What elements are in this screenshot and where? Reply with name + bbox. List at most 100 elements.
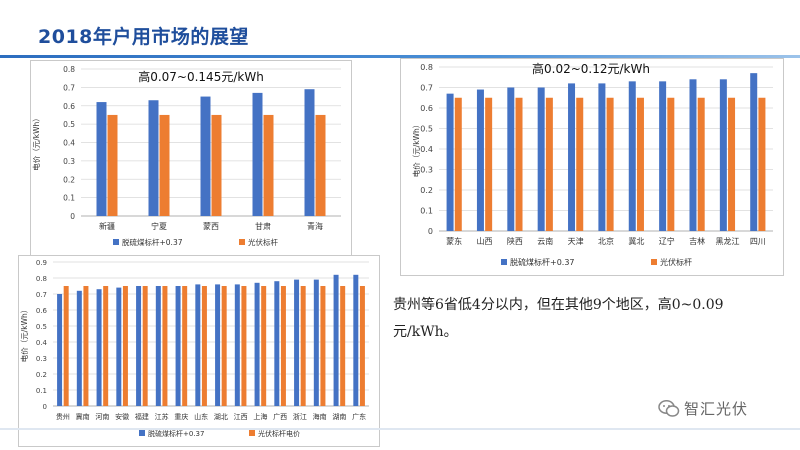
bar-pv-benchmark	[545, 97, 553, 231]
x-tick-label: 新疆	[99, 221, 115, 231]
footer-line	[0, 428, 800, 430]
x-tick-label: 湖南	[332, 412, 346, 421]
y-tick-label: 0.7	[36, 291, 47, 299]
title-underline	[0, 55, 800, 58]
y-tick-label: 0.2	[63, 175, 75, 184]
y-tick-label: 0.1	[36, 387, 47, 395]
x-tick-label: 广西	[273, 412, 287, 421]
bar-coal-benchmark	[507, 87, 515, 231]
bar-coal-benchmark	[537, 87, 545, 231]
y-tick-label: 0.5	[36, 323, 47, 331]
y-tick-label: 0.4	[36, 339, 48, 347]
bar-pv-benchmark	[606, 97, 614, 231]
bar-coal-benchmark	[234, 284, 240, 406]
chart-box-1: 0 0.1 0.2 0.3 0.4 0.5 0.6 0.7 0.8 电价（元/kWh） 新疆 宁夏 蒙西…	[30, 60, 352, 258]
x-tick-label: 湖北	[214, 412, 228, 421]
bar-pv-benchmark	[261, 286, 267, 406]
bar-pv-benchmark	[83, 286, 89, 406]
bar-coal-benchmark	[568, 83, 576, 232]
bar-pv-benchmark	[576, 97, 584, 231]
bar-coal-benchmark	[195, 284, 201, 406]
x-tick-label: 云南	[537, 236, 553, 246]
bar-pv-benchmark	[515, 97, 523, 231]
y-tick-label: 0.4	[420, 145, 433, 154]
bar-pv-benchmark	[315, 114, 326, 216]
bar-pv-benchmark	[122, 286, 128, 406]
y-tick-label: 0.7	[420, 84, 433, 93]
y-tick-label: 0	[43, 403, 47, 411]
bar-coal-benchmark	[254, 282, 260, 406]
y-tick-label: 0.2	[420, 186, 433, 195]
bar-pv-benchmark	[162, 286, 168, 406]
note-text: 贵州等6省低4分以内，但在其他9个地区，高0~0.09元/kWh。	[393, 297, 724, 340]
x-tick-label: 上海	[253, 412, 267, 421]
bar-coal-benchmark	[274, 281, 280, 406]
y-axis-label: 电价（元/kWh）	[411, 121, 421, 178]
x-tick-label: 河南	[95, 412, 109, 421]
bar-coal-benchmark	[719, 79, 727, 231]
x-tick-label: 江西	[234, 413, 248, 421]
x-tick-label: 浙江	[293, 412, 307, 421]
legend-label: 脱硫煤标杆+0.37	[122, 237, 183, 247]
header: 2018年户用市场的展望	[0, 0, 800, 60]
brand-name: 智汇光伏	[684, 400, 749, 418]
x-tick-label: 冀南	[76, 412, 90, 421]
bar-pv-benchmark	[142, 286, 148, 406]
legend-label: 光伏标杆电价	[258, 429, 300, 438]
bar-coal-benchmark	[215, 284, 221, 406]
x-tick-label: 北京	[598, 236, 614, 246]
y-tick-label: 0.3	[420, 166, 433, 175]
x-tick-label: 山东	[194, 412, 208, 421]
y-tick-label: 0.6	[63, 102, 75, 111]
bar-pv-benchmark	[340, 286, 346, 406]
y-tick-label: 0.8	[420, 63, 433, 72]
wechat-icon	[658, 400, 680, 417]
bar-coal-benchmark	[200, 96, 211, 216]
legend-swatch	[113, 239, 119, 245]
y-tick-label: 0.7	[63, 83, 75, 92]
brand-logo: 智汇光伏	[658, 397, 778, 421]
x-tick-label: 甘肃	[255, 221, 271, 231]
bar-coal-benchmark	[304, 89, 315, 216]
bar-pv-benchmark	[280, 286, 286, 406]
bar-pv-benchmark	[103, 286, 109, 406]
x-tick-label: 安徽	[115, 412, 129, 421]
legend-label: 光伏标杆	[248, 237, 278, 247]
x-tick-label: 冀北	[628, 236, 644, 246]
bar-coal-benchmark	[628, 81, 636, 231]
bar-coal-benchmark	[96, 102, 107, 216]
bar-pv-benchmark	[159, 114, 170, 216]
x-tick-label: 海南	[313, 412, 327, 421]
y-tick-label: 0.2	[36, 371, 47, 379]
y-tick-label: 0.5	[420, 125, 433, 134]
y-tick-label: 0	[428, 227, 433, 236]
bar-coal-benchmark	[353, 274, 359, 406]
bar-coal-benchmark	[252, 92, 263, 216]
legend-swatch	[139, 430, 145, 436]
bar-coal-benchmark	[333, 274, 339, 406]
bar-pv-benchmark	[667, 97, 675, 231]
y-tick-label: 0.1	[63, 194, 75, 203]
chart-annotation: 高0.02~0.12元/kWh	[532, 61, 650, 76]
bar-coal-benchmark	[148, 100, 159, 216]
y-tick-label: 0.3	[36, 355, 47, 363]
bar-coal-benchmark	[689, 79, 697, 231]
bar-coal-benchmark	[136, 286, 142, 406]
x-tick-label: 贵州	[56, 412, 70, 421]
x-tick-label: 吉林	[689, 236, 705, 246]
x-tick-label: 宁夏	[151, 221, 167, 231]
y-tick-label: 0.6	[420, 104, 433, 113]
bar-pv-benchmark	[697, 97, 705, 231]
bar-coal-benchmark	[294, 279, 300, 406]
bar-pv-benchmark	[485, 97, 493, 231]
bar-pv-benchmark	[63, 286, 69, 406]
chart-box-3: 0 0.1 0.2 0.3 0.4 0.5 0.6 0.7 0.8 0.9 电价（元/kWh） 贵州冀…	[18, 255, 380, 447]
y-tick-label: 0.3	[63, 157, 75, 166]
legend-label: 光伏标杆	[660, 257, 692, 267]
bar-coal-benchmark	[155, 286, 161, 406]
bar-coal-benchmark	[57, 294, 63, 406]
bar-pv-benchmark	[454, 97, 462, 231]
y-axis-label: 电价（元/kWh）	[31, 114, 41, 171]
x-tick-label: 重庆	[174, 412, 188, 421]
legend-swatch	[501, 259, 507, 265]
